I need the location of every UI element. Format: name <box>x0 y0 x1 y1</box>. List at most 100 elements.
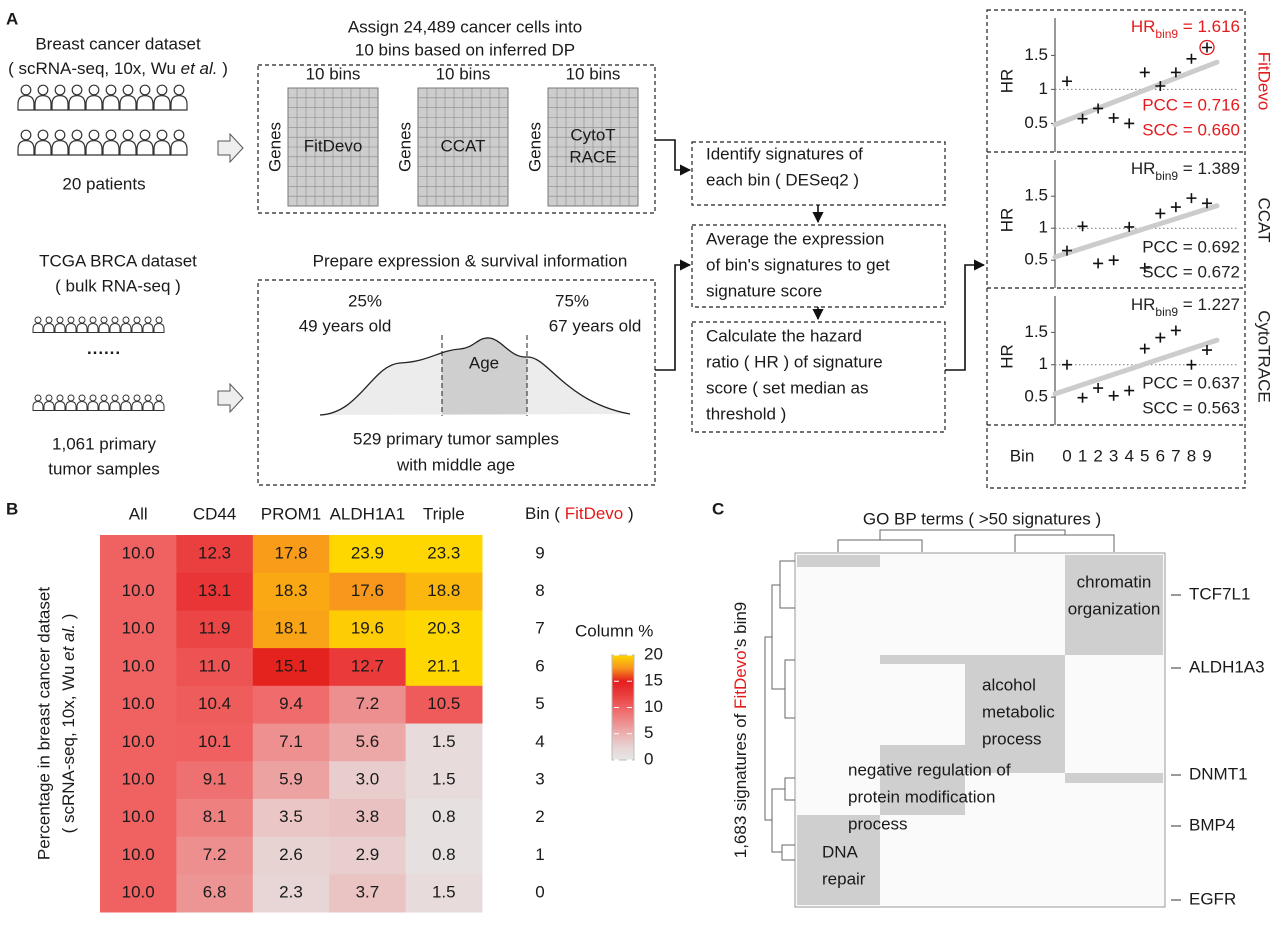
matrix-side-label: Genes <box>395 122 414 172</box>
step-text: score ( set median as <box>706 378 869 397</box>
dataset-title: TCGA BRCA dataset <box>39 251 197 270</box>
text-segment: bin9 <box>1155 305 1178 319</box>
step-text: signature score <box>706 281 822 300</box>
person-head <box>72 130 82 140</box>
person-body <box>55 402 65 411</box>
dataset-subtitle: ( bulk RNA-seq ) <box>55 276 181 295</box>
x-tick-label: 8 <box>1187 446 1196 465</box>
cell-label: 23.9 <box>351 543 384 562</box>
matrix-top-label: 10 bins <box>566 64 621 83</box>
person-icon <box>171 85 187 110</box>
go-term-label: repair <box>822 869 866 888</box>
cell-label: 5.6 <box>356 732 380 751</box>
cell-label: 7.1 <box>279 732 303 751</box>
matrix-top-label: 10 bins <box>306 64 361 83</box>
matrix-name: CytoT <box>570 125 615 144</box>
person-body <box>99 402 109 411</box>
text-segment: Bin ( <box>525 504 565 523</box>
cell-label: 1.5 <box>432 732 456 751</box>
patient-count: 20 patients <box>62 174 145 193</box>
method-label: CytoTRACE <box>1255 310 1274 403</box>
bin-label: 8 <box>535 581 544 600</box>
person-body <box>103 96 119 110</box>
step-title: Prepare expression & survival informatio… <box>313 251 628 270</box>
text-segment: = 1.616 <box>1178 17 1240 36</box>
x-tick-label: 3 <box>1109 446 1118 465</box>
person-icon <box>120 85 136 110</box>
cell-label: 0.8 <box>432 845 456 864</box>
hr-point <box>1124 118 1134 128</box>
person-icon <box>154 130 170 155</box>
cell-label: 2.3 <box>279 883 303 902</box>
pcc-label: PCC = 0.692 <box>1142 237 1240 256</box>
figure: ABreast cancer dataset( scRNA-seq, 10x, … <box>0 0 1279 921</box>
y-tick-label: 0.5 <box>1024 113 1048 132</box>
colorbar-tick-label: 0 <box>644 749 653 768</box>
colorbar-tick-label: 10 <box>644 697 663 716</box>
cell-label: 6.8 <box>203 883 227 902</box>
gene-label: EGFR <box>1189 889 1236 908</box>
person-icon <box>66 395 76 411</box>
go-term-label: alcohol <box>982 675 1036 694</box>
panel-label: B <box>6 499 18 518</box>
text-segment: ( scRNA-seq, 10x, Wu <box>59 661 78 834</box>
person-icon <box>88 395 98 411</box>
person-body <box>86 96 102 110</box>
gene-label: ALDH1A3 <box>1189 657 1265 676</box>
person-head <box>174 85 184 95</box>
hr-point <box>1155 208 1165 218</box>
step-text: threshold ) <box>706 404 786 423</box>
hr-point <box>1124 386 1134 396</box>
text-segment: FitDevo <box>565 504 624 523</box>
person-icon <box>18 130 34 155</box>
person-icon <box>110 395 120 411</box>
person-body <box>18 141 34 155</box>
person-icon <box>154 85 170 110</box>
x-tick-label: 4 <box>1124 446 1133 465</box>
person-body <box>110 324 120 333</box>
x-tick-label: 6 <box>1156 446 1165 465</box>
person-icon <box>154 317 164 333</box>
hr-point <box>1186 360 1196 370</box>
hr-point <box>1078 393 1088 403</box>
dataset-title: Breast cancer dataset <box>35 34 201 53</box>
block-arrow <box>218 134 243 162</box>
cell-label: 10.0 <box>122 619 155 638</box>
person-icon <box>103 85 119 110</box>
person-body <box>35 96 51 110</box>
bin-label: 7 <box>535 619 544 638</box>
person-body <box>137 96 153 110</box>
person-icon <box>88 317 98 333</box>
x-axis-label: Bin <box>1010 446 1035 465</box>
panel-title: GO BP terms ( >50 signatures ) <box>863 509 1101 528</box>
person-body <box>154 96 170 110</box>
person-body <box>77 324 87 333</box>
method-label: CCAT <box>1255 197 1274 242</box>
cell-label: 18.8 <box>427 581 460 600</box>
go-strip <box>880 655 1065 664</box>
person-head <box>46 317 52 323</box>
person-body <box>143 324 153 333</box>
person-icon <box>77 395 87 411</box>
age-caption: with middle age <box>396 455 515 474</box>
go-term-label: negative regulation of <box>848 760 1011 779</box>
cell-label: 3.7 <box>356 883 380 902</box>
cell-label: 19.6 <box>351 619 384 638</box>
cell-label: 23.3 <box>427 543 460 562</box>
person-icon <box>44 395 54 411</box>
person-head <box>106 130 116 140</box>
person-icon <box>143 317 153 333</box>
person-head <box>101 395 107 401</box>
block-arrow <box>218 384 243 412</box>
x-tick-label: 9 <box>1202 446 1211 465</box>
person-head <box>106 85 116 95</box>
person-icon <box>137 85 153 110</box>
hr-point <box>1155 333 1165 343</box>
cell-label: 18.1 <box>274 619 307 638</box>
age-caption: 529 primary tumor samples <box>353 429 559 448</box>
matrix-side-label: Genes <box>525 122 544 172</box>
gene-label: BMP4 <box>1189 815 1235 834</box>
hr-point <box>1093 383 1103 393</box>
person-head <box>72 85 82 95</box>
go-strip <box>797 555 880 567</box>
